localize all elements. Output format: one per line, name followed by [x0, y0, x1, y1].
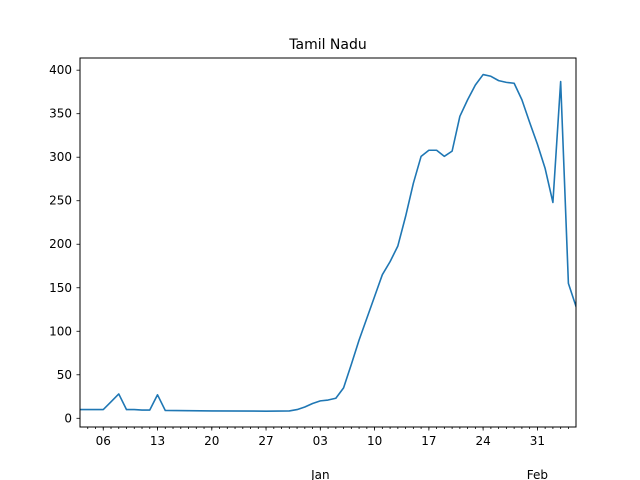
x-tick-label: 10 — [367, 434, 382, 448]
x-tick-label: 13 — [150, 434, 165, 448]
plot-frame — [79, 57, 577, 428]
y-tick-label: 250 — [49, 194, 72, 208]
x-tick-label: 17 — [421, 434, 436, 448]
y-tick-label: 350 — [49, 107, 72, 121]
series-line-0 — [80, 73, 576, 412]
x-month-label: Jan — [310, 468, 330, 480]
x-tick-label: 31 — [530, 434, 545, 448]
x-tick-label: 24 — [475, 434, 490, 448]
y-tick-label: 0 — [64, 411, 72, 425]
series-layer — [80, 73, 576, 412]
y-tick-label: 300 — [49, 150, 72, 164]
y-tick-label: 150 — [49, 281, 72, 295]
y-tick-label: 100 — [49, 324, 72, 338]
x-month-label: Feb — [527, 468, 548, 480]
x-tick-label: 20 — [204, 434, 219, 448]
y-tick-label: 200 — [49, 237, 72, 251]
y-tick-label: 50 — [57, 368, 72, 382]
y-tick-label: 400 — [49, 63, 72, 77]
x-tick-label: 27 — [258, 434, 273, 448]
x-axis: 06 13 20 27 03 10 17 24 31 Jan Feb — [87, 427, 569, 480]
x-tick-label: 03 — [313, 434, 328, 448]
x-tick-label: 06 — [96, 434, 111, 448]
chart-title: Tamil Nadu — [288, 37, 367, 53]
y-axis: 0 50 100 150 200 250 300 350 400 — [49, 63, 80, 425]
